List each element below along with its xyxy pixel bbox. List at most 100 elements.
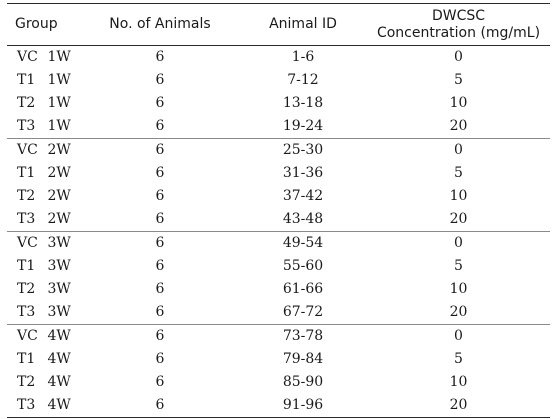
group-code: T2 bbox=[17, 188, 36, 204]
group-cell: VC 2W bbox=[7, 138, 81, 162]
concentration-cell: 5 bbox=[454, 72, 463, 88]
header-concentration-line1: DWCSC bbox=[431, 7, 486, 24]
group-code: T3 bbox=[17, 118, 36, 134]
animals-cell: 6 bbox=[155, 374, 165, 390]
animal-id-cell: 19-24 bbox=[282, 118, 324, 134]
group-week: 3W bbox=[47, 235, 71, 251]
table-row: T1 2W 6 31-36 5 bbox=[7, 162, 550, 185]
concentration-cell: 0 bbox=[367, 231, 550, 255]
group-code: T3 bbox=[17, 211, 36, 227]
animals-cell: 6 bbox=[155, 211, 165, 227]
animals-cell: 6 bbox=[155, 188, 165, 204]
table-row: T1 4W 6 79-84 5 bbox=[7, 348, 550, 371]
group-code: T3 bbox=[17, 397, 36, 413]
study-design-table-container: Group No. of Animals Animal ID DWCSC Con… bbox=[7, 3, 550, 418]
group-cell: T3 1W bbox=[7, 115, 81, 139]
header-number-of-animals: No. of Animals bbox=[81, 3, 239, 46]
group-code: T3 bbox=[17, 304, 36, 320]
group-code: VC bbox=[17, 142, 38, 158]
group-week: 4W bbox=[47, 351, 71, 367]
animal-id-cell: 31-36 bbox=[282, 165, 324, 181]
group-code: T1 bbox=[17, 72, 36, 88]
animals-cell: 6 bbox=[81, 394, 239, 418]
group-week: 4W bbox=[47, 374, 71, 390]
group-cell: T1 1W bbox=[7, 69, 81, 92]
group-week: 2W bbox=[47, 211, 71, 227]
table-row: T1 1W 6 7-12 5 bbox=[7, 69, 550, 92]
concentration-cell: 10 bbox=[449, 188, 468, 204]
table-row: VC 2W 6 25-30 0 bbox=[7, 138, 550, 162]
concentration-cell: 10 bbox=[449, 95, 468, 111]
header-concentration: DWCSC Concentration (mg/mL) bbox=[367, 3, 550, 46]
group-cell: T3 4W bbox=[7, 394, 81, 418]
concentration-cell: 20 bbox=[449, 304, 468, 320]
animal-id-cell: 55-60 bbox=[282, 258, 324, 274]
group-cell: VC 4W bbox=[7, 324, 81, 348]
group-week: 4W bbox=[47, 397, 71, 413]
group-week: 3W bbox=[47, 304, 71, 320]
group-cell: T3 2W bbox=[7, 208, 81, 232]
group-week: 3W bbox=[47, 258, 71, 274]
group-cell: T1 2W bbox=[7, 162, 81, 185]
group-cell: T3 3W bbox=[7, 301, 81, 325]
animal-id-cell: 91-96 bbox=[239, 394, 367, 418]
table-row: T1 3W 6 55-60 5 bbox=[7, 255, 550, 278]
concentration-cell: 20 bbox=[449, 211, 468, 227]
group-code: T2 bbox=[17, 95, 36, 111]
header-concentration-line2: Concentration (mg/mL) bbox=[376, 24, 541, 41]
animals-cell: 6 bbox=[155, 258, 165, 274]
table-body: VC 1W 6 1-6 0 T1 1W 6 7-12 5 T2 1W 6 13-… bbox=[7, 45, 550, 418]
table-row: T3 3W 6 67-72 20 bbox=[7, 301, 550, 325]
group-cell: T1 3W bbox=[7, 255, 81, 278]
animals-cell: 6 bbox=[155, 95, 165, 111]
animals-cell: 6 bbox=[81, 231, 239, 255]
animals-cell: 6 bbox=[155, 118, 165, 134]
animals-cell: 6 bbox=[155, 72, 165, 88]
animal-id-cell: 37-42 bbox=[282, 188, 324, 204]
animals-cell: 6 bbox=[155, 304, 165, 320]
concentration-cell: 10 bbox=[449, 374, 468, 390]
group-week: 1W bbox=[47, 72, 71, 88]
animals-cell: 6 bbox=[81, 45, 239, 69]
table-row: T2 1W 6 13-18 10 bbox=[7, 92, 550, 115]
group-code: VC bbox=[17, 328, 38, 344]
group-cell: T1 4W bbox=[7, 348, 81, 371]
group-cell: T2 4W bbox=[7, 371, 81, 394]
animals-cell: 6 bbox=[155, 281, 165, 297]
animal-id-cell: 61-66 bbox=[282, 281, 324, 297]
animal-id-cell: 49-54 bbox=[239, 231, 367, 255]
concentration-cell: 5 bbox=[454, 351, 463, 367]
group-cell: T2 3W bbox=[7, 278, 81, 301]
table-row: T2 2W 6 37-42 10 bbox=[7, 185, 550, 208]
animal-id-cell: 1-6 bbox=[239, 45, 367, 69]
animal-id-cell: 13-18 bbox=[282, 95, 324, 111]
animals-cell: 6 bbox=[155, 351, 165, 367]
animal-id-cell: 7-12 bbox=[287, 72, 319, 88]
table-row: T2 4W 6 85-90 10 bbox=[7, 371, 550, 394]
group-week: 2W bbox=[47, 188, 71, 204]
animal-id-cell: 85-90 bbox=[282, 374, 324, 390]
table-row: T3 4W 6 91-96 20 bbox=[7, 394, 550, 418]
group-cell: VC 3W bbox=[7, 231, 81, 255]
group-cell: T2 2W bbox=[7, 185, 81, 208]
group-code: T1 bbox=[17, 351, 36, 367]
group-cell: VC 1W bbox=[7, 45, 81, 69]
study-design-table: Group No. of Animals Animal ID DWCSC Con… bbox=[7, 3, 550, 418]
header-animal-id: Animal ID bbox=[239, 3, 367, 46]
concentration-cell: 20 bbox=[367, 394, 550, 418]
header-group: Group bbox=[7, 3, 81, 46]
concentration-cell: 20 bbox=[449, 118, 468, 134]
animals-cell: 6 bbox=[81, 138, 239, 162]
group-code: T2 bbox=[17, 374, 36, 390]
animal-id-cell: 73-78 bbox=[239, 324, 367, 348]
table-row: VC 1W 6 1-6 0 bbox=[7, 45, 550, 69]
group-week: 3W bbox=[47, 281, 71, 297]
group-code: T1 bbox=[17, 258, 36, 274]
group-week: 2W bbox=[47, 165, 71, 181]
animal-id-cell: 79-84 bbox=[282, 351, 324, 367]
concentration-cell: 5 bbox=[454, 165, 463, 181]
group-code: VC bbox=[17, 235, 38, 251]
animals-cell: 6 bbox=[81, 324, 239, 348]
animals-cell: 6 bbox=[155, 165, 165, 181]
header-row: Group No. of Animals Animal ID DWCSC Con… bbox=[7, 3, 550, 46]
